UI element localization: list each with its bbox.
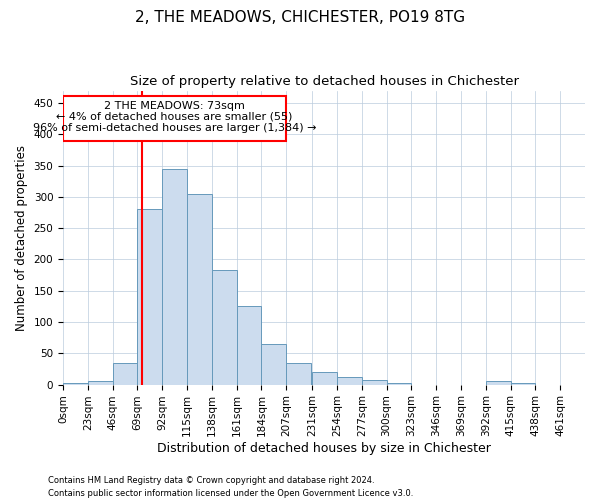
Bar (187, 194, 212, 384)
Bar (286, 362, 311, 384)
Bar (88, 382, 113, 384)
Bar (312, 372, 337, 384)
Text: 2 THE MEADOWS: 73sqm: 2 THE MEADOWS: 73sqm (104, 100, 245, 110)
Text: 96% of semi-detached houses are larger (1,384) →: 96% of semi-detached houses are larger (… (33, 123, 316, 133)
Bar (236, 306, 262, 384)
Bar (337, 377, 362, 384)
Bar (113, 362, 137, 384)
Bar (63, 96, 286, 140)
Text: Contains HM Land Registry data © Crown copyright and database right 2024.
Contai: Contains HM Land Registry data © Crown c… (48, 476, 413, 498)
Text: ← 4% of detached houses are smaller (55): ← 4% of detached houses are smaller (55) (56, 112, 293, 122)
Text: 2, THE MEADOWS, CHICHESTER, PO19 8TG: 2, THE MEADOWS, CHICHESTER, PO19 8TG (135, 10, 465, 25)
Y-axis label: Number of detached properties: Number of detached properties (15, 144, 28, 330)
Bar (63, 382, 88, 384)
Bar (362, 380, 386, 384)
Bar (486, 382, 511, 384)
Bar (162, 169, 187, 384)
Bar (137, 210, 162, 384)
Bar (212, 270, 236, 384)
Bar (262, 344, 286, 385)
Title: Size of property relative to detached houses in Chichester: Size of property relative to detached ho… (130, 75, 518, 88)
X-axis label: Distribution of detached houses by size in Chichester: Distribution of detached houses by size … (157, 442, 491, 455)
